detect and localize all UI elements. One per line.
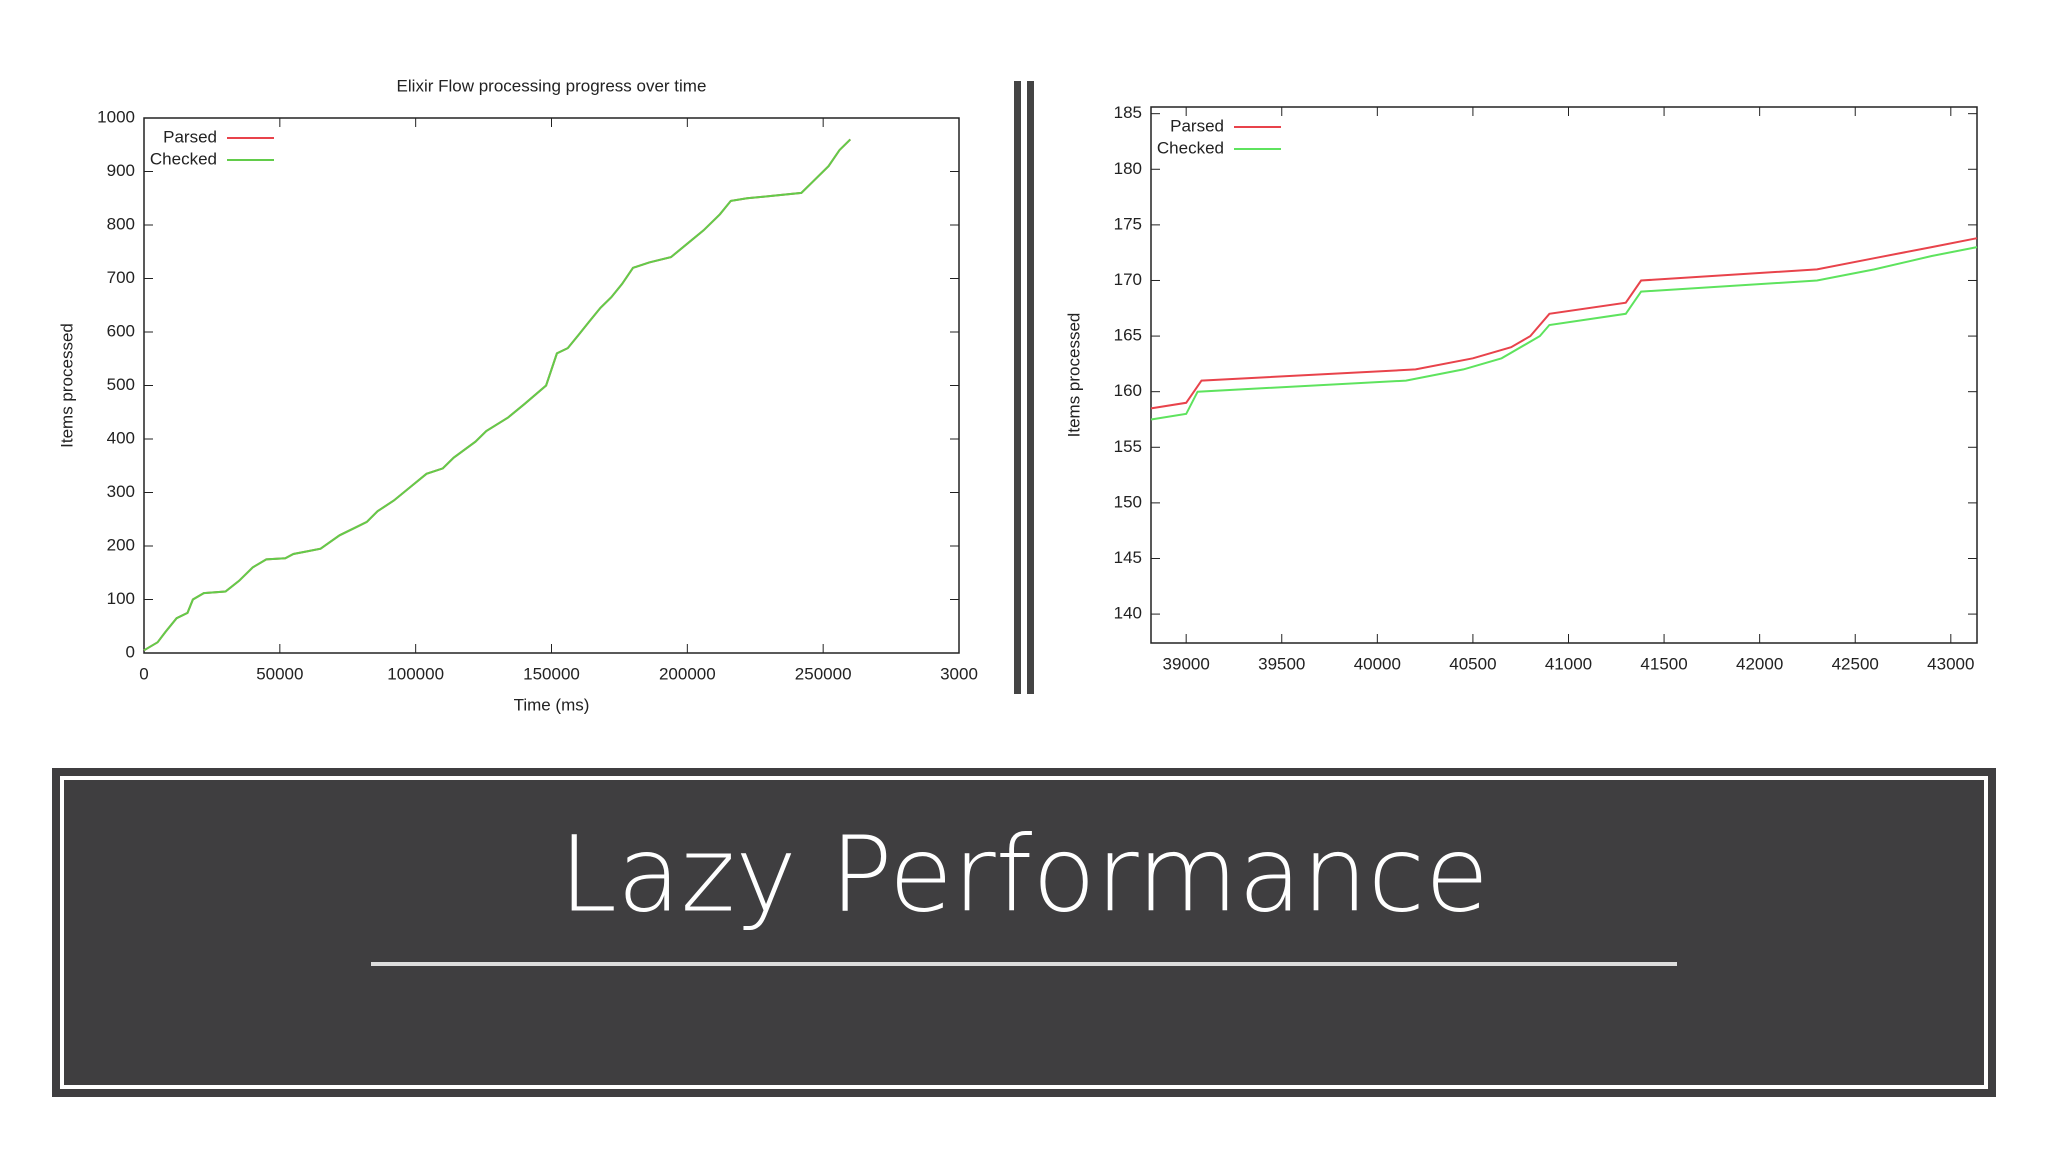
x-tick-label: 150000 (523, 664, 580, 683)
y-tick-label: 155 (1114, 437, 1142, 456)
x-tick-label: 41500 (1640, 654, 1687, 673)
x-tick-label: 42000 (1736, 654, 1783, 673)
x-tick-label: 40500 (1449, 654, 1496, 673)
divider (1014, 81, 1021, 694)
x-tick-label: 250000 (795, 664, 852, 683)
plot-frame (143, 117, 960, 654)
series-line (143, 138, 852, 652)
y-tick-label: 175 (1114, 214, 1142, 233)
y-tick-label: 160 (1114, 381, 1142, 400)
x-tick-label: 0 (139, 664, 148, 683)
y-tick-label: 500 (107, 375, 135, 394)
x-tick-label: 100000 (387, 664, 444, 683)
y-tick-label: 185 (1114, 103, 1142, 122)
y-tick-label: 140 (1114, 604, 1142, 623)
y-tick-label: 145 (1114, 548, 1142, 567)
series-line (1150, 237, 1978, 410)
x-tick-label: 41000 (1545, 654, 1592, 673)
y-tick-label: 100 (107, 589, 135, 608)
x-tick-label: 43000 (1927, 654, 1974, 673)
y-tick-label: 600 (107, 321, 135, 340)
divider (1027, 81, 1034, 694)
y-tick-label: 900 (107, 161, 135, 180)
y-tick-label: 165 (1114, 326, 1142, 345)
y-tick-label: 400 (107, 428, 135, 447)
y-tick-label: 150 (1114, 492, 1142, 511)
x-tick-label: 42500 (1832, 654, 1879, 673)
slide-title: Lazy Performance (559, 813, 1489, 935)
x-tick-label: 200000 (659, 664, 716, 683)
y-tick-label: 170 (1114, 270, 1142, 289)
series-line (143, 138, 852, 652)
y-axis-label: Items processed (1064, 313, 1083, 438)
y-tick-label: 300 (107, 482, 135, 501)
x-tick-label: 39000 (1163, 654, 1210, 673)
legend-label: Parsed (163, 127, 217, 146)
title-box-border (60, 776, 1988, 1089)
x-tick-label: 3000 (940, 664, 978, 683)
y-tick-label: 800 (107, 214, 135, 233)
x-tick-label: 40000 (1354, 654, 1401, 673)
plot-frame (1150, 106, 1978, 644)
x-tick-label: 50000 (256, 664, 303, 683)
legend-label: Checked (150, 149, 217, 168)
y-axis-label: Items processed (57, 323, 76, 448)
y-tick-label: 1000 (97, 107, 135, 126)
chart-title: Elixir Flow processing progress over tim… (397, 76, 707, 95)
legend-label: Parsed (1170, 116, 1224, 135)
y-tick-label: 180 (1114, 159, 1142, 178)
y-tick-label: 700 (107, 268, 135, 287)
y-tick-label: 200 (107, 535, 135, 554)
y-tick-label: 0 (126, 642, 135, 661)
legend-label: Checked (1157, 138, 1224, 157)
x-tick-label: 39500 (1258, 654, 1305, 673)
x-axis-label: Time (ms) (514, 695, 590, 714)
title-box (52, 768, 1996, 1097)
series-line (1150, 246, 1978, 421)
